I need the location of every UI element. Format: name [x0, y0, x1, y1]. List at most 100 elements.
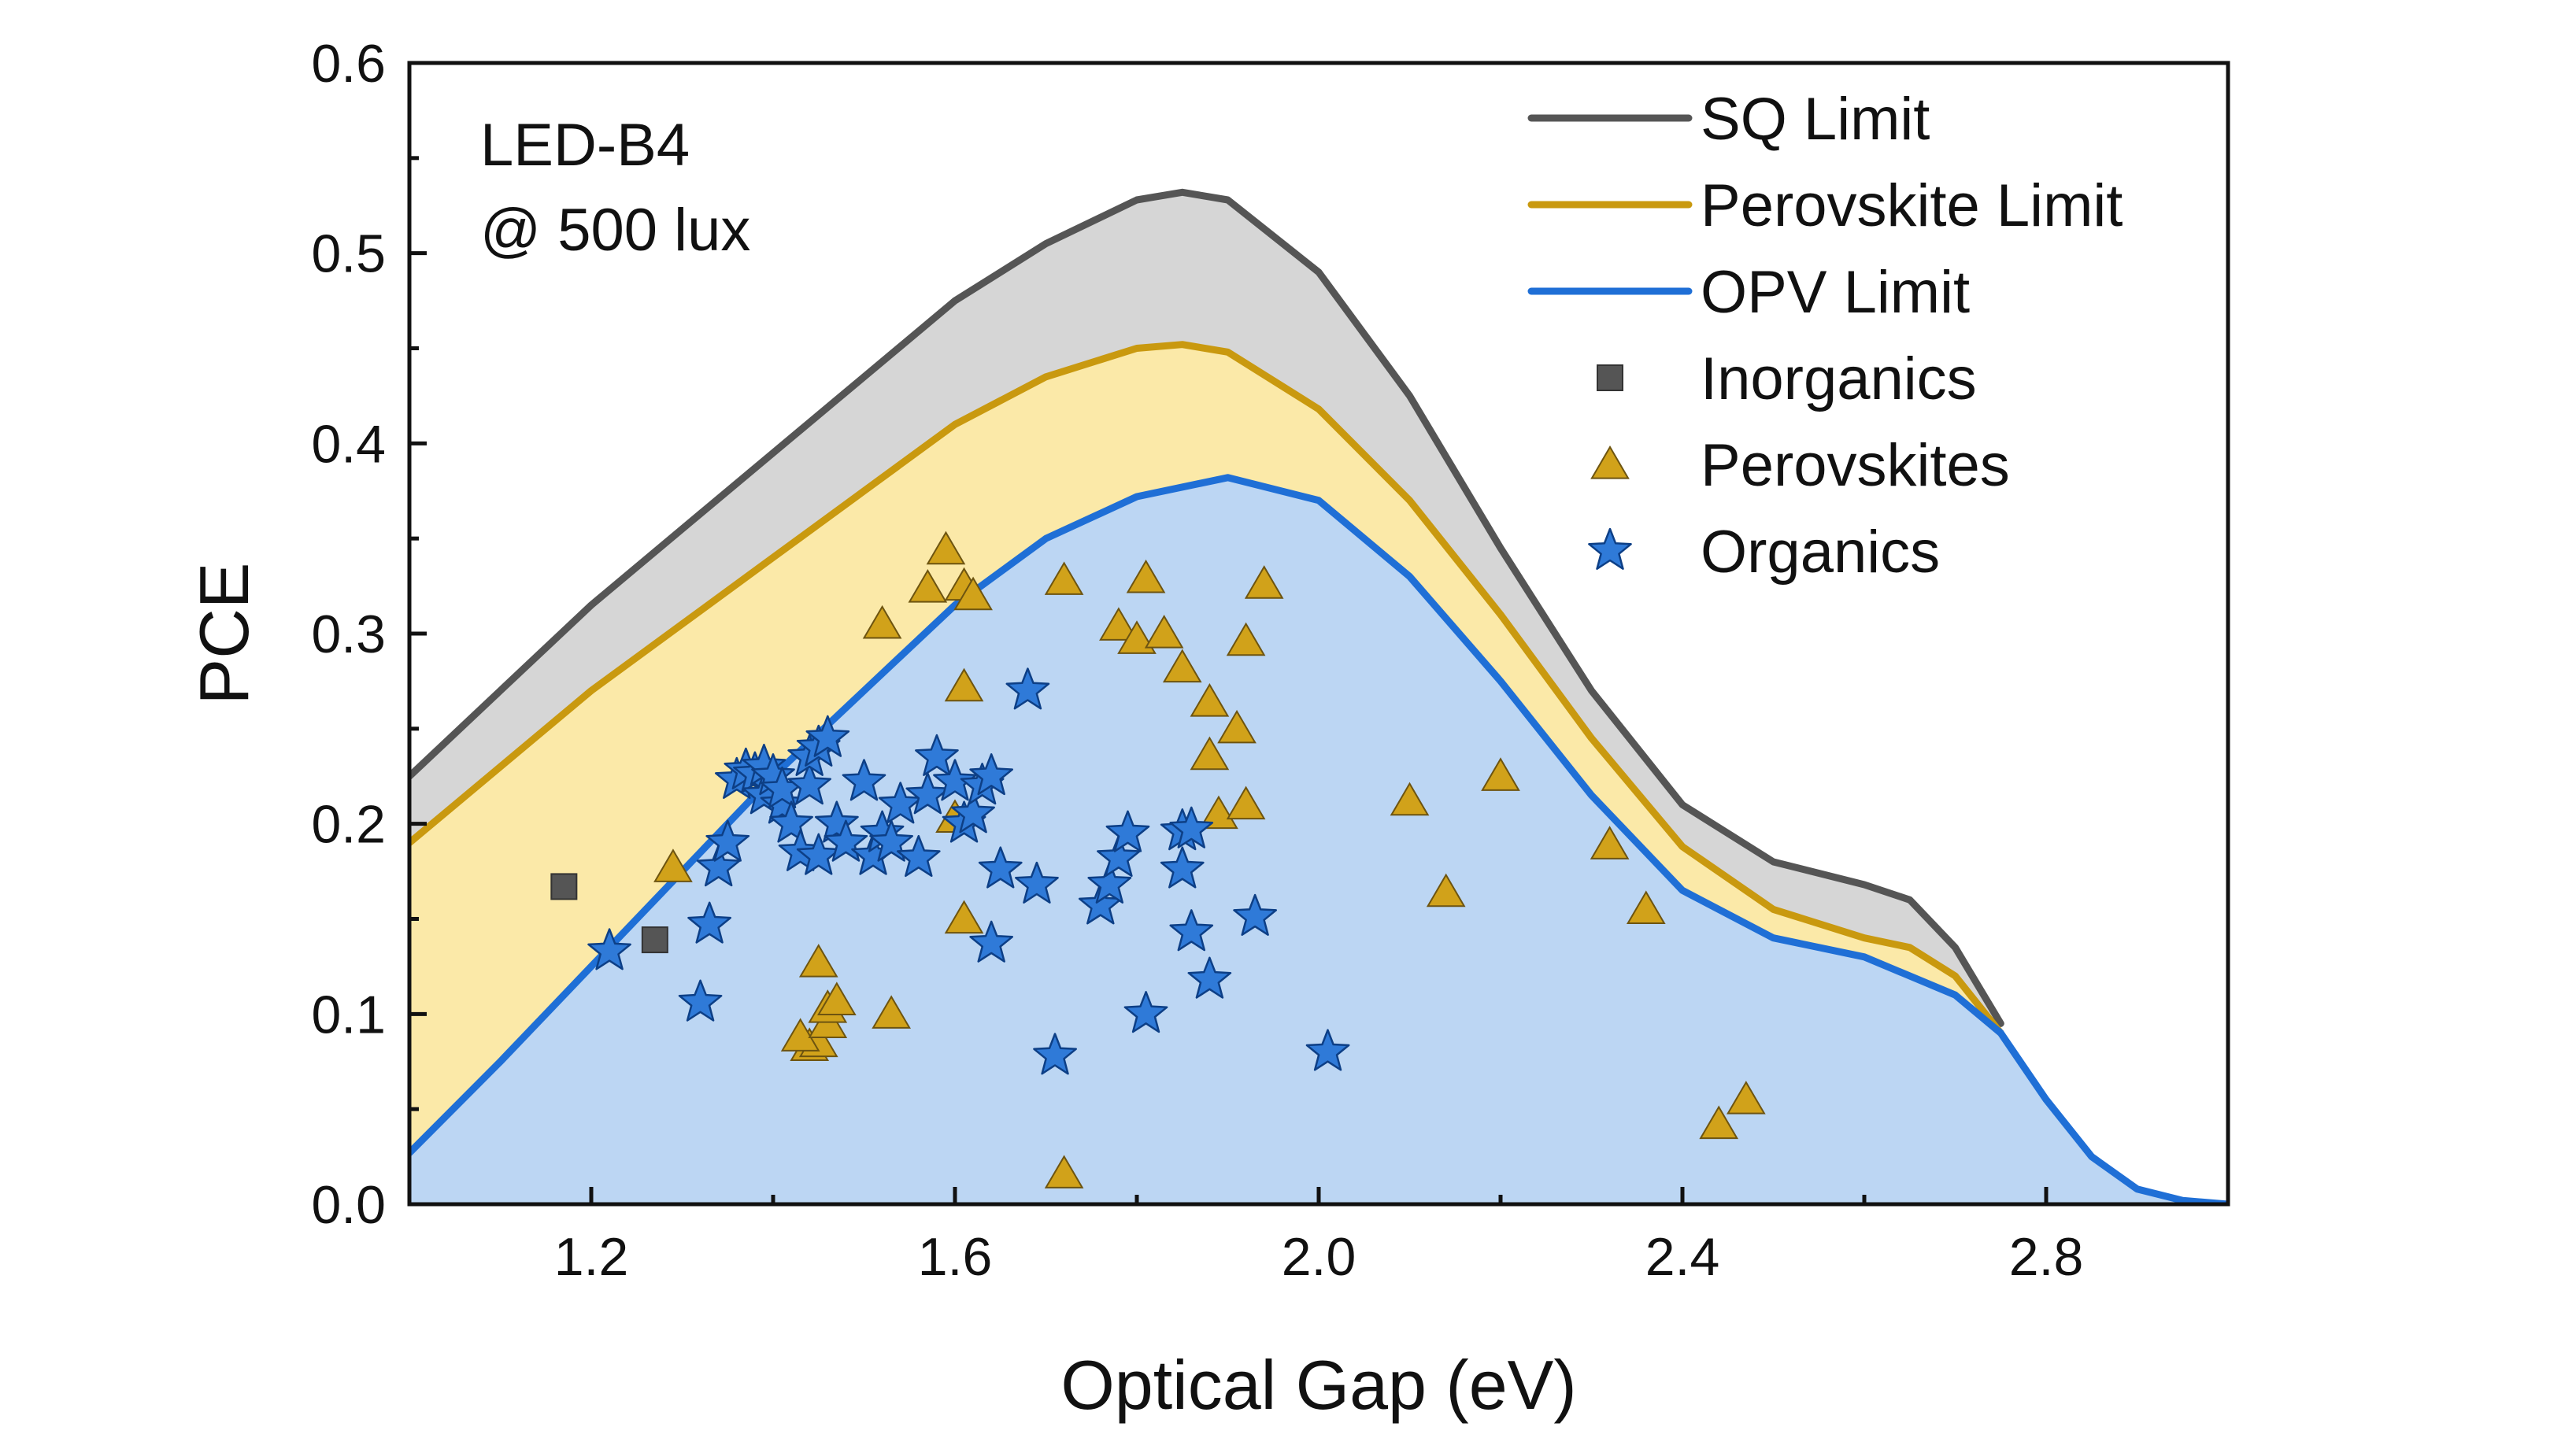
perovskites-point	[1590, 826, 1630, 859]
perovskites-point	[1126, 559, 1166, 593]
legend-label: Perovskite Limit	[1701, 172, 2123, 239]
legend-item-sq-limit: SQ Limit	[1527, 86, 1930, 153]
perovskites-point	[908, 569, 948, 603]
perovskites-point	[798, 944, 838, 978]
legend-item-opv-limit: OPV Limit	[1527, 259, 1970, 326]
organics-point	[1123, 991, 1168, 1033]
perovskites-point	[1626, 890, 1666, 925]
legend-item-organics: Organics	[1588, 519, 1940, 586]
x-tick-label: 2.8	[2009, 1227, 2084, 1287]
organics-point	[969, 920, 1014, 963]
organics-point	[1005, 667, 1050, 710]
y-tick-label: 0.0	[311, 1175, 386, 1235]
x-axis-ticks: 1.2 1.6 2.0 2.4 2.8	[407, 1187, 2230, 1287]
perovskites-series	[653, 530, 1766, 1188]
organics-point	[787, 763, 832, 805]
organics-series	[587, 667, 1350, 1075]
x-tick-label: 2.0	[1282, 1227, 1356, 1287]
perovskites-point	[653, 848, 693, 882]
perovskites-point	[817, 981, 857, 1016]
x-tick-label: 1.6	[918, 1227, 993, 1287]
inorganics-series	[550, 873, 668, 954]
annotation-line-1: LED-B4	[480, 112, 690, 179]
organics-point	[696, 845, 741, 887]
perovskites-point	[1144, 615, 1184, 649]
y-axis-title: PCE	[185, 563, 263, 705]
organics-point	[705, 819, 750, 862]
data-markers	[550, 530, 1766, 1188]
x-tick-label: 2.4	[1645, 1227, 1720, 1287]
organics-point	[1105, 810, 1150, 852]
x-tick-label: 1.2	[554, 1227, 629, 1287]
perovskites-point	[872, 995, 911, 1029]
organics-point	[869, 819, 914, 862]
organics-point	[1169, 806, 1214, 848]
organics-point	[1305, 1029, 1350, 1071]
perovskites-point	[1199, 795, 1238, 830]
perovskites-point	[926, 530, 966, 565]
organics-point	[1087, 861, 1132, 904]
legend-label: OPV Limit	[1701, 259, 1970, 326]
legend-swatch	[1597, 364, 1623, 391]
perovskites-point	[1190, 683, 1230, 717]
y-tick-label: 0.4	[311, 414, 386, 474]
perovskites-point	[1699, 1105, 1739, 1140]
organics-point	[905, 772, 950, 815]
organics-point	[1169, 909, 1214, 952]
perovskites-point	[953, 576, 993, 611]
organics-point	[1187, 956, 1232, 999]
y-tick-label: 0.3	[311, 604, 386, 664]
y-tick-label: 0.1	[311, 985, 386, 1044]
perovskites-point	[1217, 709, 1257, 744]
organics-point	[915, 734, 959, 776]
annotation-line-2: @ 500 lux	[480, 197, 750, 264]
organics-point	[796, 833, 841, 875]
legend-swatch	[1588, 527, 1632, 570]
organics-point	[587, 928, 631, 970]
perovskites-point	[1162, 649, 1202, 683]
organics-point	[878, 782, 923, 824]
organics-point	[805, 715, 850, 757]
legend-item-perovskites: Perovskites	[1590, 432, 2010, 499]
y-tick-label: 0.2	[311, 795, 386, 855]
perovskites-point	[944, 667, 984, 702]
organics-point	[1233, 893, 1278, 936]
perovskites-point	[1117, 620, 1157, 654]
legend-label: Perovskites	[1701, 432, 2010, 499]
perovskites-point	[780, 1018, 820, 1052]
y-tick-label: 0.6	[311, 34, 386, 94]
x-axis-title: Optical Gap (eV)	[1060, 1346, 1576, 1424]
perovskites-point	[1226, 622, 1266, 656]
y-tick-label: 0.5	[311, 224, 386, 284]
perovskites-point	[1226, 785, 1266, 820]
organics-point	[824, 819, 868, 862]
legend-item-inorganics: Inorganics	[1597, 346, 1977, 412]
inorganics-point	[550, 873, 578, 900]
organics-point	[1033, 1033, 1077, 1075]
sq-limit-line	[409, 188, 2004, 1027]
organics-point	[896, 834, 941, 878]
inorganics-point	[641, 926, 668, 954]
organics-point	[1015, 861, 1059, 904]
perovskites-point	[1190, 736, 1230, 771]
legend-swatch	[1590, 445, 1630, 479]
perovskites-point	[1044, 561, 1084, 595]
perovskites-point	[1390, 782, 1430, 816]
organics-point	[842, 759, 886, 801]
perovskites-point	[1099, 607, 1138, 641]
organics-point	[933, 759, 977, 801]
legend: SQ Limit Perovskite Limit OPV Limit Inorgan…	[1527, 86, 2123, 586]
organics-point	[978, 846, 1023, 889]
opv-limit-area	[409, 477, 2228, 1204]
organics-point	[769, 800, 813, 843]
legend-item-perovskite-limit: Perovskite Limit	[1527, 172, 2123, 239]
perovskites-point	[1426, 873, 1466, 907]
organics-point	[814, 800, 859, 843]
perovskites-point	[1044, 1155, 1084, 1188]
legend-label: SQ Limit	[1701, 86, 1930, 153]
perovskite-limit-line	[409, 341, 2004, 1037]
y-axis-ticks: 0.0 0.1 0.2 0.3 0.4 0.5 0.6	[311, 34, 427, 1235]
organics-point	[687, 901, 732, 944]
perovskites-point	[944, 900, 984, 934]
